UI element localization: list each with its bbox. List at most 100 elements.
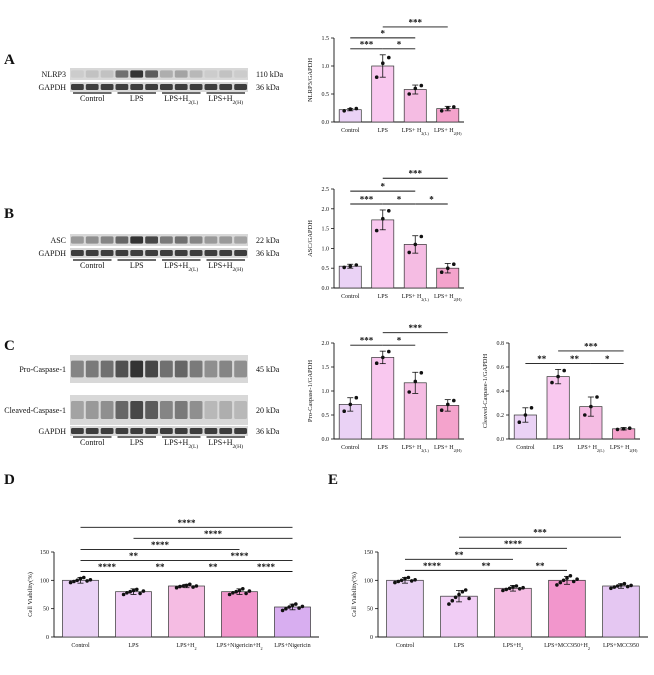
data-point: [523, 413, 528, 417]
blot-membrane: [70, 82, 248, 92]
blot-band: [85, 236, 99, 244]
y-tick-label: 1.0: [322, 389, 330, 395]
x-tick-label: LPS+ H2(L): [402, 128, 430, 136]
blot-protein-label: GAPDH: [38, 249, 66, 258]
significance-label: ***: [409, 17, 423, 27]
y-tick-label: 50: [43, 607, 49, 613]
data-point: [85, 579, 89, 583]
bar: [602, 585, 640, 638]
significance-label: ***: [533, 528, 547, 538]
data-point: [568, 574, 573, 578]
data-point: [558, 580, 563, 585]
blot-protein-label: Pro-Caspase-1: [19, 365, 66, 374]
y-tick-label: 0.5: [322, 266, 330, 272]
significance-label: ****: [231, 551, 250, 561]
data-point: [452, 262, 456, 267]
blot-panel-B: ASC 22 kDa GAPDH 36 kDa Control LPS LPS+H2(L) L…: [38, 234, 280, 273]
data-point: [131, 588, 136, 593]
blot-band: [85, 70, 99, 78]
data-point: [583, 413, 587, 417]
bar: [548, 579, 586, 638]
x-tick-label: LPS+ H2(H): [434, 294, 462, 302]
data-point: [625, 584, 630, 589]
blot-band: [219, 84, 233, 90]
y-tick-label: 0.0: [322, 286, 330, 292]
data-point: [342, 409, 347, 414]
significance-label: **: [209, 562, 219, 572]
blot-band: [219, 250, 233, 256]
blot-band: [115, 250, 129, 256]
significance-label: *: [605, 354, 610, 364]
data-point: [284, 606, 288, 611]
data-point: [82, 575, 86, 580]
blot-band: [130, 428, 144, 434]
y-tick-label: 0.8: [497, 341, 505, 347]
blot-band: [115, 84, 129, 90]
blot-size-label: 36 kDa: [256, 427, 280, 436]
x-tick-label: LPS+MCC950: [603, 643, 639, 649]
data-point: [550, 380, 554, 385]
x-tick-label: LPS+ H2(H): [610, 445, 638, 453]
x-tick-label: LPS: [128, 643, 138, 649]
data-point: [511, 585, 515, 589]
data-point: [348, 107, 353, 111]
data-point: [514, 584, 519, 588]
bar-charts: 0.0 0.5 1.0 1.5 NLRP3/GAPDH Control LPS LPS+ H2…: [27, 17, 648, 651]
bar: [371, 357, 395, 440]
blot-band: [71, 70, 84, 78]
significance-label: **: [156, 562, 166, 572]
significance-label: **: [455, 550, 465, 560]
y-axis-title: Cleaved-Caspase-1/GAPDH: [482, 354, 489, 429]
data-point: [184, 583, 189, 588]
blot-band: [204, 428, 218, 434]
x-tick-label: LPS+H2: [176, 643, 196, 651]
x-tick-label: LPS+Nigericin: [274, 643, 310, 649]
data-point: [501, 588, 505, 593]
data-point: [621, 427, 626, 431]
blot-band: [160, 250, 173, 256]
y-tick-label: 0.6: [497, 365, 505, 371]
y-tick-label: 1.5: [322, 36, 330, 42]
data-point: [463, 588, 468, 592]
data-point: [609, 586, 613, 591]
significance-label: *: [397, 39, 402, 49]
blot-band: [189, 70, 203, 78]
data-point: [460, 589, 465, 594]
blot-band: [71, 236, 84, 244]
chart-B: 0.0 0.5 1.0 1.5 2.0 2.5 ASC/GAPDH Control LPS LPS…: [307, 169, 464, 302]
significance-label: ***: [360, 336, 374, 346]
blot-membrane: [70, 355, 248, 383]
blot-band: [234, 428, 247, 434]
blot-group-label: LPS+H2(H): [208, 438, 243, 450]
data-point: [354, 395, 359, 400]
significance-label: **: [129, 551, 139, 561]
blot-band: [145, 250, 158, 256]
data-point: [406, 575, 411, 580]
blot-band: [204, 70, 218, 78]
data-point: [387, 55, 391, 60]
blot-band: [115, 360, 129, 378]
x-tick-label: Control: [71, 643, 90, 649]
blot-band: [234, 250, 247, 256]
x-tick-label: LPS+ H2(H): [434, 128, 462, 136]
panel-letter-C: C: [4, 338, 15, 354]
blot-band: [100, 236, 114, 244]
data-point: [446, 402, 450, 407]
data-point: [529, 406, 534, 410]
data-point: [555, 583, 559, 587]
blot-band: [174, 236, 188, 244]
significance-label: **: [536, 561, 546, 571]
blot-band: [234, 70, 247, 78]
y-tick-label: 2.0: [322, 341, 330, 347]
blot-band: [145, 84, 158, 90]
blot-group-label: Control: [80, 94, 105, 103]
y-tick-label: 50: [367, 607, 373, 613]
bar: [62, 579, 99, 638]
blot-band: [234, 84, 247, 90]
data-point: [178, 584, 182, 589]
blot-membrane: [70, 248, 248, 258]
data-point: [227, 592, 232, 597]
significance-label: ***: [584, 341, 598, 351]
bar: [494, 587, 532, 638]
blot-band: [160, 236, 173, 244]
